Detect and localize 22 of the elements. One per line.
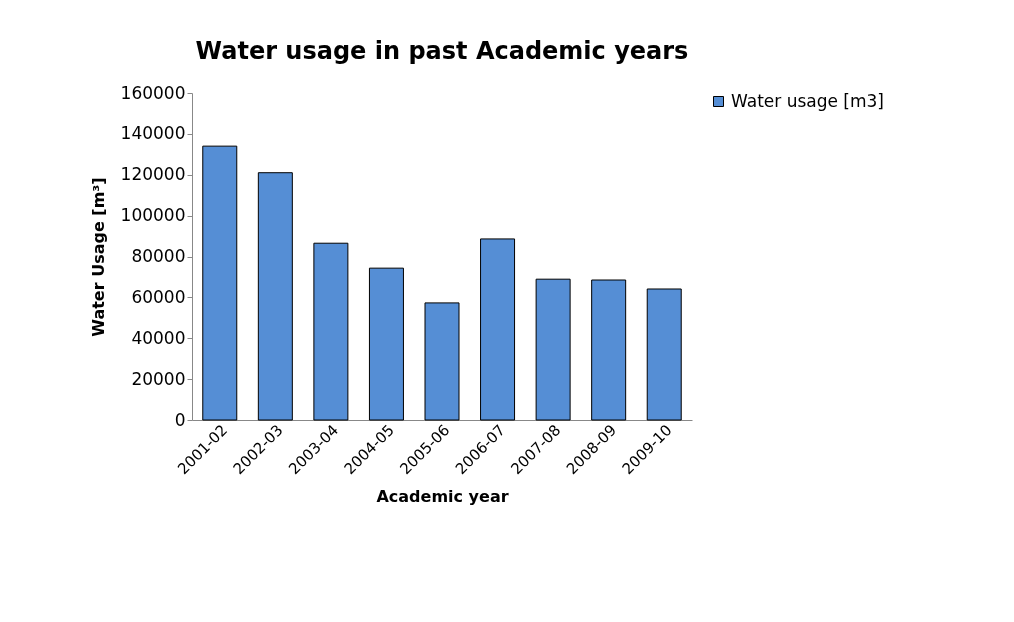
bar [424,302,460,421]
bar [202,145,238,421]
bar [257,172,293,421]
y-tick-label: 120000 [120,164,186,185]
bar [313,242,349,421]
bar [368,267,404,421]
x-axis-title: Academic year [376,487,509,507]
y-tick-label: 100000 [120,205,186,226]
bar [480,238,516,421]
y-axis-title: Water Usage [m³] [88,177,108,337]
bar [535,278,571,421]
y-tick-label: 0 [174,409,186,430]
chart-title: Water usage in past Academic years [195,37,689,65]
legend-label: Water usage [m3] [731,90,884,111]
y-tick-label: 160000 [120,82,186,103]
y-tick-label: 40000 [131,327,186,348]
y-tick-label: 60000 [131,286,186,307]
y-tick-label: 140000 [120,123,186,144]
y-tick-label: 80000 [131,246,186,266]
bar [646,288,682,421]
y-tick-label: 20000 [131,368,186,389]
bar [591,279,627,421]
